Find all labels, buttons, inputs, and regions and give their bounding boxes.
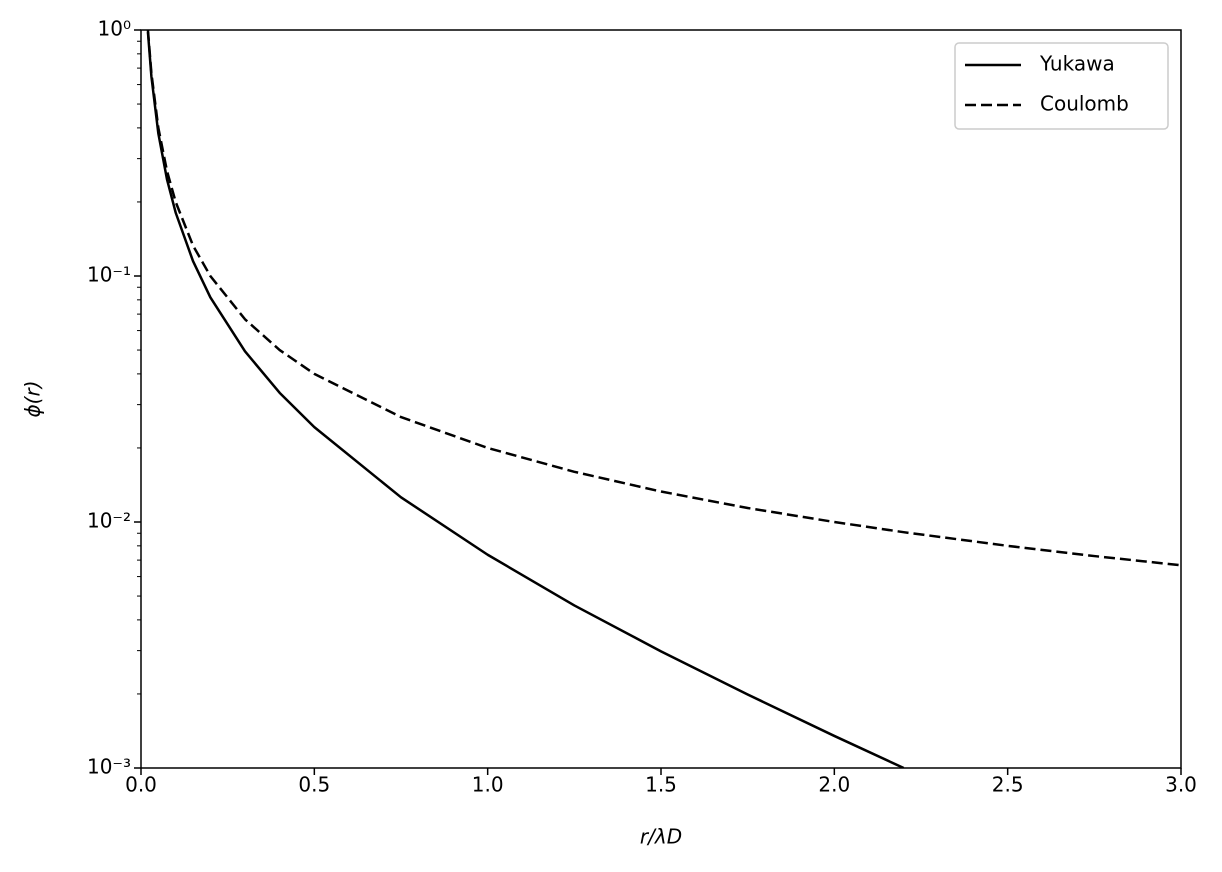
y-tick-label: 10⁻² (87, 509, 131, 533)
x-tick-label: 0.0 (125, 773, 157, 797)
y-tick-label: 10⁰ (98, 17, 131, 41)
x-tick-label: 0.5 (298, 773, 330, 797)
x-tick-label: 2.5 (992, 773, 1024, 797)
y-tick-label: 10⁻³ (87, 755, 131, 779)
x-axis-label: r/λD (640, 825, 682, 849)
y-tick-label: 10⁻¹ (87, 263, 131, 287)
x-tick-label: 1.0 (472, 773, 504, 797)
x-tick-label: 2.0 (818, 773, 850, 797)
series-line (146, 30, 1181, 567)
x-tick-label: 1.5 (645, 773, 677, 797)
axes-frame (140, 29, 1182, 769)
plot-area (146, 30, 1181, 768)
legend-label: Yukawa (1039, 52, 1115, 76)
y-axis-label: ϕ(r) (21, 380, 45, 417)
x-tick-label: 3.0 (1165, 773, 1197, 797)
legend-label: Coulomb (1040, 92, 1129, 116)
series-line (146, 32, 905, 768)
